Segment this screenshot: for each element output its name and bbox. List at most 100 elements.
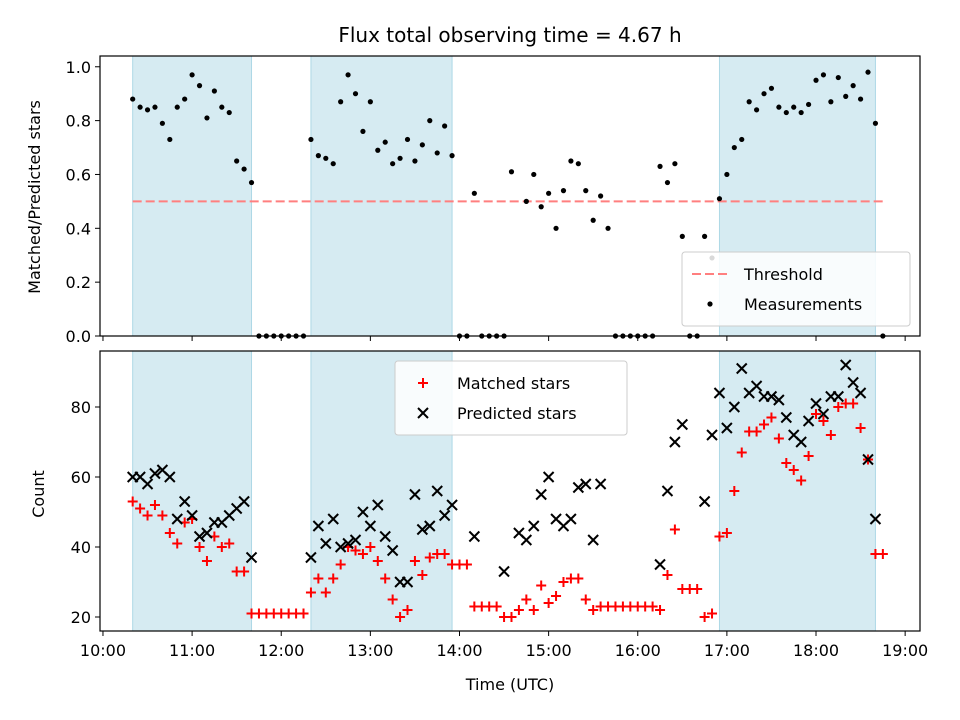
measurement-point bbox=[360, 128, 366, 134]
measurement-point bbox=[820, 72, 827, 78]
measurement-point bbox=[857, 96, 864, 102]
matched-star-point bbox=[751, 426, 762, 437]
measurement-point bbox=[508, 169, 515, 175]
measurement-point bbox=[382, 139, 388, 145]
matched-star-point bbox=[439, 549, 450, 559]
x-axis-label: Time (UTC) bbox=[465, 675, 554, 694]
measurement-point bbox=[835, 74, 841, 81]
axes-frame bbox=[99, 350, 921, 632]
predicted-star-point bbox=[542, 471, 555, 483]
predicted-star-point bbox=[305, 551, 317, 564]
x-tick-label: 17:00 bbox=[704, 641, 750, 660]
predicted-star-point bbox=[847, 376, 859, 389]
predicted-star-point bbox=[171, 513, 183, 525]
measurement-point bbox=[449, 153, 455, 159]
predicted-star-point bbox=[728, 401, 741, 413]
measurement-point bbox=[546, 190, 552, 196]
measurement-point bbox=[724, 171, 730, 178]
matched-star-point bbox=[759, 419, 770, 430]
predicted-star-point bbox=[357, 506, 369, 518]
matched-star-point bbox=[172, 538, 183, 549]
legend-label: Measurements bbox=[744, 295, 862, 314]
predicted-star-point bbox=[431, 485, 443, 497]
matched-star-point bbox=[402, 605, 413, 615]
predicted-star-point bbox=[401, 576, 414, 588]
predicted-star-point bbox=[587, 534, 599, 546]
predicted-star-point bbox=[854, 387, 867, 399]
predicted-star-point bbox=[594, 478, 607, 490]
predicted-star-point bbox=[810, 397, 822, 410]
matched-star-point bbox=[543, 598, 554, 608]
measurement-point bbox=[442, 123, 448, 129]
y-tick-label: 0.4 bbox=[66, 219, 91, 238]
measurement-point bbox=[679, 233, 685, 239]
predicted-star-point bbox=[832, 390, 845, 403]
predicted-star-point bbox=[862, 453, 874, 466]
legend-box bbox=[681, 251, 911, 327]
predicted-star-point bbox=[238, 495, 250, 508]
matched-star-point bbox=[788, 465, 799, 475]
matched-star-point bbox=[655, 605, 666, 615]
legend-predicted-swatch bbox=[417, 407, 429, 419]
measurement-point bbox=[434, 150, 440, 156]
x-tick-label: 10:00 bbox=[80, 641, 126, 660]
measurement-point bbox=[419, 142, 425, 148]
y-tick-label: 0.8 bbox=[66, 112, 91, 131]
predicted-star-point bbox=[840, 359, 852, 371]
matched-star-point bbox=[796, 475, 807, 486]
y-tick-label: 0.0 bbox=[66, 327, 91, 346]
legend: Threshold Measurements bbox=[681, 251, 911, 327]
matched-star-point bbox=[551, 591, 562, 601]
measurement-point bbox=[798, 109, 804, 116]
measurement-point bbox=[664, 179, 671, 186]
matched-star-point bbox=[714, 531, 725, 542]
matched-star-point bbox=[729, 486, 740, 496]
measurement-point bbox=[189, 72, 195, 78]
matched-star-point bbox=[216, 542, 227, 552]
measurement-point bbox=[315, 153, 321, 159]
matched-star-point bbox=[803, 451, 814, 461]
measurement-point bbox=[182, 96, 188, 102]
predicted-star-point bbox=[164, 471, 176, 483]
predicted-star-point bbox=[342, 537, 354, 550]
measurement-point bbox=[390, 161, 396, 167]
matched-star-point bbox=[424, 552, 435, 563]
measurement-point bbox=[152, 104, 158, 110]
x-tick-label: 12:00 bbox=[258, 641, 304, 660]
y-tick-label: 1.0 bbox=[66, 58, 91, 77]
measurement-point bbox=[523, 198, 529, 204]
measurement-point bbox=[843, 93, 849, 99]
measurement-point bbox=[397, 155, 403, 161]
predicted-star-point bbox=[438, 509, 451, 522]
predicted-star-point bbox=[669, 436, 681, 448]
matched-star-point bbox=[818, 416, 829, 426]
matched-star-point bbox=[662, 570, 673, 580]
matched-star-point bbox=[692, 584, 703, 594]
matched-star-point bbox=[224, 538, 235, 549]
measurement-point bbox=[412, 158, 418, 164]
matched-star-point bbox=[558, 577, 569, 587]
predicted-star-point bbox=[149, 467, 161, 480]
legend-label: Matched stars bbox=[457, 374, 570, 393]
matched-star-point bbox=[580, 594, 591, 605]
y-tick-label: 20 bbox=[71, 608, 91, 627]
measurement-point bbox=[553, 225, 559, 231]
measurement-point bbox=[828, 99, 834, 105]
measurement-point bbox=[872, 120, 879, 126]
matched-star-point bbox=[335, 559, 346, 570]
measurement-point bbox=[323, 155, 329, 161]
measurement-point bbox=[174, 104, 180, 110]
predicted-star-point bbox=[372, 499, 384, 511]
measurement-point bbox=[352, 91, 359, 97]
matched-star-point bbox=[305, 587, 316, 598]
predicted-star-point bbox=[186, 509, 198, 522]
matched-star-point bbox=[811, 409, 822, 419]
matched-star-point bbox=[395, 612, 406, 622]
measurement-point bbox=[159, 120, 165, 126]
measurement-point bbox=[219, 104, 225, 110]
predicted-star-point bbox=[661, 485, 674, 497]
matched-star-point bbox=[201, 556, 212, 566]
panel-2: 20 40 60 80 10:00 11:00 12:00 13:00 14:00 15:00 16… bbox=[71, 350, 928, 660]
